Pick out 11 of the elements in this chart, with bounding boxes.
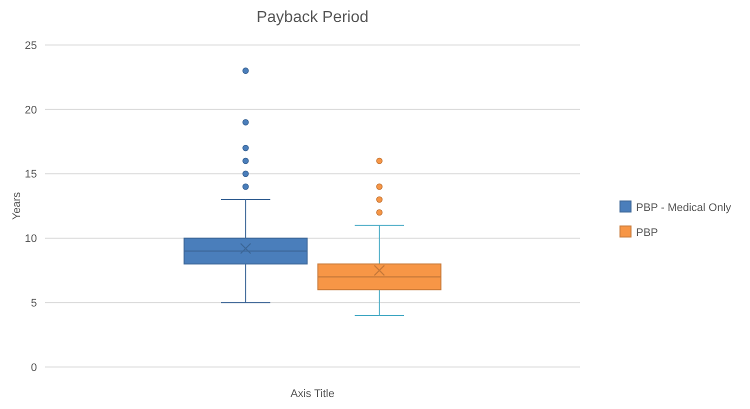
legend-label: PBP - Medical Only [636,202,732,214]
y-tick-label: 5 [30,297,37,310]
y-tick-label: 20 [24,104,37,116]
y-tick-label: 10 [24,233,37,246]
legend-label: PBP [636,226,658,239]
y-tick-label: 25 [24,40,37,52]
y-tick-label: 0 [30,362,37,374]
y-tick-label: 15 [24,168,37,181]
x-axis-title: Axis Title [290,388,335,400]
chart-title: Payback Period [256,9,369,26]
y-axis-title: Years [11,192,23,220]
